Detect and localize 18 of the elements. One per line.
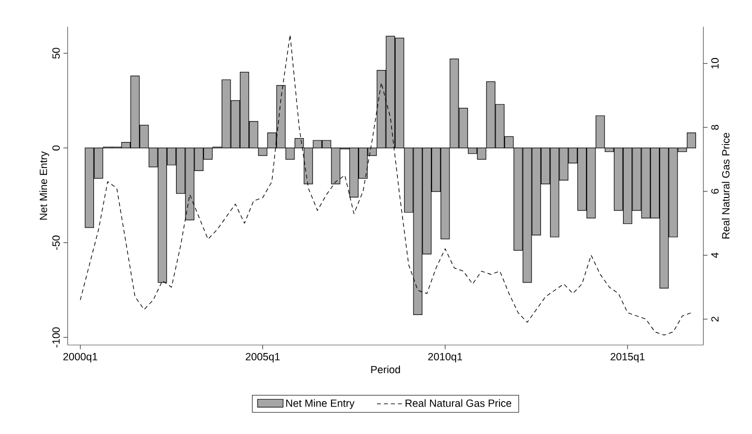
y2-axis-title: Real Natural Gas Price xyxy=(722,132,730,238)
y-tick-label: -50 xyxy=(52,236,60,250)
y-axis-title: Net Mine Entry xyxy=(39,151,50,220)
y2-tick-label: 6 xyxy=(711,188,719,194)
x-tick-label: 2015q1 xyxy=(610,352,645,362)
x-tick-label: 2010q1 xyxy=(428,352,462,362)
y2-tick-label: 2 xyxy=(711,316,719,322)
legend-label: Net Mine Entry xyxy=(286,399,355,409)
y-tick-label: 50 xyxy=(52,48,60,59)
y2-tick-label: 4 xyxy=(711,252,718,258)
y2-tick-label: 8 xyxy=(711,124,719,130)
x-tick-label: 2005q1 xyxy=(246,352,280,362)
y-tick-label: 0 xyxy=(52,145,60,150)
x-axis-title: Period xyxy=(371,366,400,374)
y-tick-label: -100 xyxy=(52,327,60,348)
y2-tick-label: 10 xyxy=(711,58,719,68)
x-tick-label: 2000q1 xyxy=(63,352,98,362)
legend-label: Real Natural Gas Price xyxy=(406,399,512,407)
